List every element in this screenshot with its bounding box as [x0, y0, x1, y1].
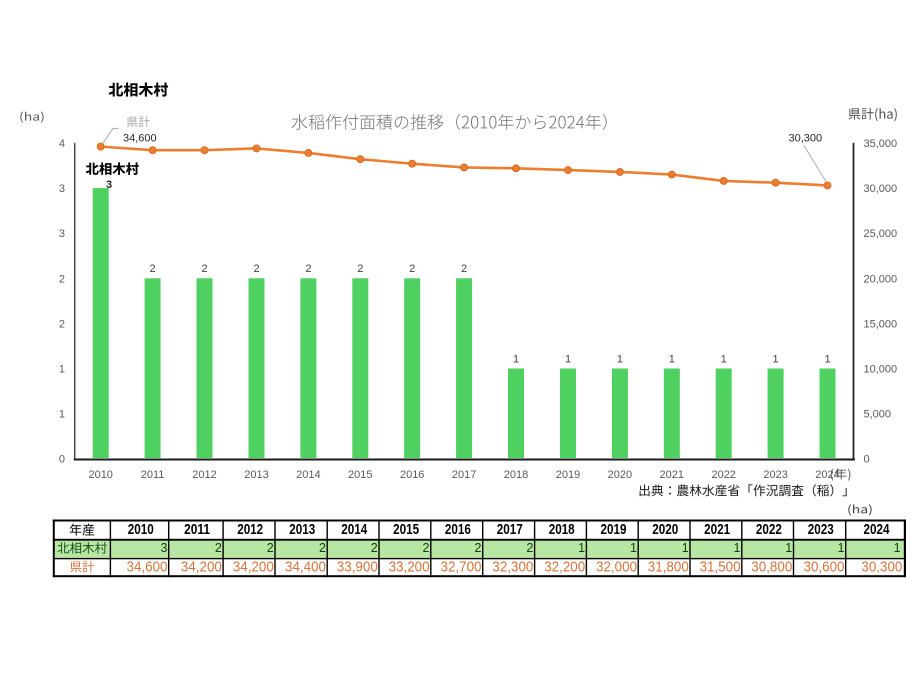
svg-text:3: 3	[59, 228, 65, 240]
svg-text:2019: 2019	[601, 522, 627, 538]
svg-text:2011: 2011	[141, 469, 165, 481]
svg-text:2022: 2022	[711, 469, 735, 481]
svg-text:1: 1	[630, 541, 637, 555]
svg-text:2: 2	[371, 541, 378, 555]
svg-text:2: 2	[201, 263, 207, 275]
svg-text:2011: 2011	[184, 522, 210, 538]
svg-text:2: 2	[319, 541, 326, 555]
svg-text:3: 3	[106, 179, 112, 191]
svg-text:34,200: 34,200	[233, 559, 274, 576]
svg-text:2: 2	[253, 263, 259, 275]
svg-text:2018: 2018	[504, 469, 528, 481]
svg-text:25,000: 25,000	[864, 228, 898, 240]
svg-text:1: 1	[721, 353, 727, 365]
svg-text:30,300: 30,300	[789, 133, 823, 145]
svg-text:2024: 2024	[864, 522, 890, 538]
svg-text:2: 2	[59, 318, 65, 330]
svg-text:2: 2	[215, 541, 222, 555]
svg-text:30,600: 30,600	[804, 559, 845, 576]
svg-text:1: 1	[894, 541, 901, 555]
svg-text:1: 1	[578, 541, 585, 555]
svg-text:2020: 2020	[652, 522, 678, 538]
svg-text:2018: 2018	[549, 522, 575, 538]
svg-text:31,500: 31,500	[700, 559, 741, 576]
svg-text:2022: 2022	[756, 522, 782, 538]
svg-text:2020: 2020	[608, 469, 632, 481]
svg-text:2: 2	[267, 541, 274, 555]
svg-text:34,600: 34,600	[127, 559, 168, 576]
svg-text:2014: 2014	[341, 522, 367, 538]
svg-text:20,000: 20,000	[864, 273, 898, 285]
svg-text:2012: 2012	[237, 522, 263, 538]
svg-text:15,000: 15,000	[864, 318, 898, 330]
svg-text:34,400: 34,400	[285, 559, 326, 576]
svg-text:5,000: 5,000	[864, 409, 892, 421]
svg-text:2: 2	[409, 263, 415, 275]
svg-text:2015: 2015	[348, 469, 372, 481]
svg-text:2017: 2017	[452, 469, 476, 481]
svg-text:32,300: 32,300	[492, 559, 533, 576]
svg-text:1: 1	[59, 364, 65, 376]
svg-text:2017: 2017	[497, 522, 523, 538]
svg-text:30,800: 30,800	[751, 559, 792, 576]
svg-text:1: 1	[669, 353, 675, 365]
svg-text:1: 1	[59, 409, 65, 421]
svg-text:34,200: 34,200	[181, 559, 222, 576]
svg-text:2016: 2016	[445, 522, 471, 538]
svg-text:2015: 2015	[393, 522, 419, 538]
svg-text:2016: 2016	[400, 469, 424, 481]
svg-text:2023: 2023	[763, 469, 787, 481]
svg-text:2013: 2013	[244, 469, 268, 481]
svg-text:2012: 2012	[192, 469, 216, 481]
svg-text:1: 1	[617, 353, 623, 365]
svg-text:32,000: 32,000	[596, 559, 637, 576]
svg-text:3: 3	[160, 541, 167, 555]
svg-text:2023: 2023	[808, 522, 834, 538]
svg-text:2010: 2010	[88, 469, 112, 481]
svg-text:1: 1	[734, 541, 741, 555]
svg-text:2014: 2014	[296, 469, 320, 481]
svg-text:0: 0	[59, 454, 65, 466]
svg-text:33,200: 33,200	[389, 559, 430, 576]
svg-text:30,000: 30,000	[864, 183, 898, 195]
svg-text:10,000: 10,000	[864, 364, 898, 376]
svg-text:34,600: 34,600	[123, 133, 157, 145]
svg-text:1: 1	[682, 541, 689, 555]
svg-text:2: 2	[474, 541, 481, 555]
svg-text:0: 0	[864, 454, 870, 466]
svg-text:32,700: 32,700	[441, 559, 482, 576]
svg-text:1: 1	[785, 541, 792, 555]
svg-text:35,000: 35,000	[864, 138, 898, 150]
svg-text:1: 1	[513, 353, 519, 365]
svg-text:2021: 2021	[660, 469, 684, 481]
svg-text:2010: 2010	[128, 522, 154, 538]
svg-text:1: 1	[824, 353, 830, 365]
svg-text:32,200: 32,200	[544, 559, 585, 576]
svg-text:4: 4	[59, 138, 65, 150]
svg-text:30,300: 30,300	[861, 559, 902, 576]
svg-text:2: 2	[150, 263, 156, 275]
svg-text:2: 2	[423, 541, 430, 555]
svg-text:2: 2	[526, 541, 533, 555]
svg-text:2: 2	[357, 263, 363, 275]
svg-text:3: 3	[59, 183, 65, 195]
svg-text:31,800: 31,800	[648, 559, 689, 576]
svg-text:33,900: 33,900	[337, 559, 378, 576]
svg-text:1: 1	[565, 353, 571, 365]
svg-text:2: 2	[305, 263, 311, 275]
svg-text:2013: 2013	[289, 522, 315, 538]
svg-text:1: 1	[837, 541, 844, 555]
svg-text:2021: 2021	[704, 522, 730, 538]
svg-text:2: 2	[461, 263, 467, 275]
svg-text:2: 2	[59, 273, 65, 285]
svg-text:2019: 2019	[556, 469, 580, 481]
svg-text:2024: 2024	[815, 469, 839, 481]
svg-text:1: 1	[773, 353, 779, 365]
